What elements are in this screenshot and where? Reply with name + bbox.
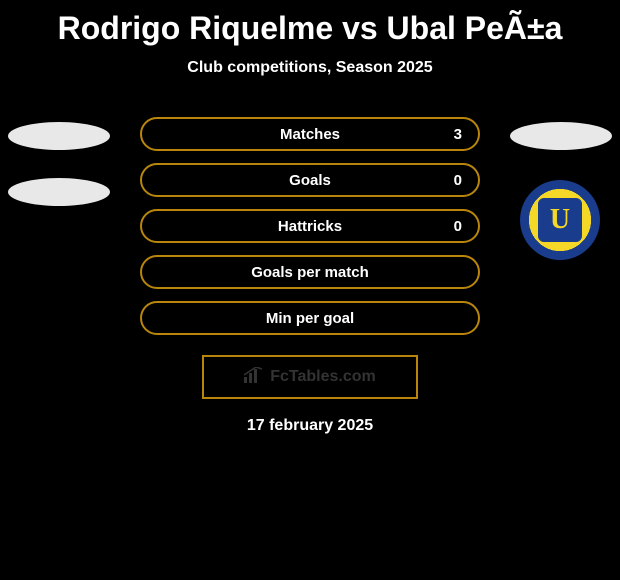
stat-row-goals: Goals 0 xyxy=(0,163,620,197)
fctables-label: FcTables.com xyxy=(270,368,376,386)
stat-bar: Goals per match xyxy=(140,255,480,289)
fctables-attribution: FcTables.com xyxy=(202,355,418,399)
stat-label: Min per goal xyxy=(266,310,354,327)
page-title: Rodrigo Riquelme vs Ubal PeÃ±a xyxy=(0,0,620,47)
stat-value: 0 xyxy=(454,172,462,189)
chart-icon xyxy=(244,367,264,388)
stat-label: Goals xyxy=(289,172,331,189)
stat-bar: Matches 3 xyxy=(140,117,480,151)
stats-section: Matches 3 Goals 0 Hattricks 0 Goals per … xyxy=(0,117,620,335)
stat-bar: Min per goal xyxy=(140,301,480,335)
stat-row-gpm: Goals per match xyxy=(0,255,620,289)
stat-label: Matches xyxy=(280,126,340,143)
stat-bar: Goals 0 xyxy=(140,163,480,197)
page-subtitle: Club competitions, Season 2025 xyxy=(0,59,620,77)
stat-value: 0 xyxy=(454,218,462,235)
stat-value: 3 xyxy=(454,126,462,143)
stat-row-hattricks: Hattricks 0 xyxy=(0,209,620,243)
stat-row-mpg: Min per goal xyxy=(0,301,620,335)
stat-label: Goals per match xyxy=(251,264,369,281)
stat-bar: Hattricks 0 xyxy=(140,209,480,243)
stat-label: Hattricks xyxy=(278,218,342,235)
footer-date: 17 february 2025 xyxy=(0,417,620,435)
stat-row-matches: Matches 3 xyxy=(0,117,620,151)
